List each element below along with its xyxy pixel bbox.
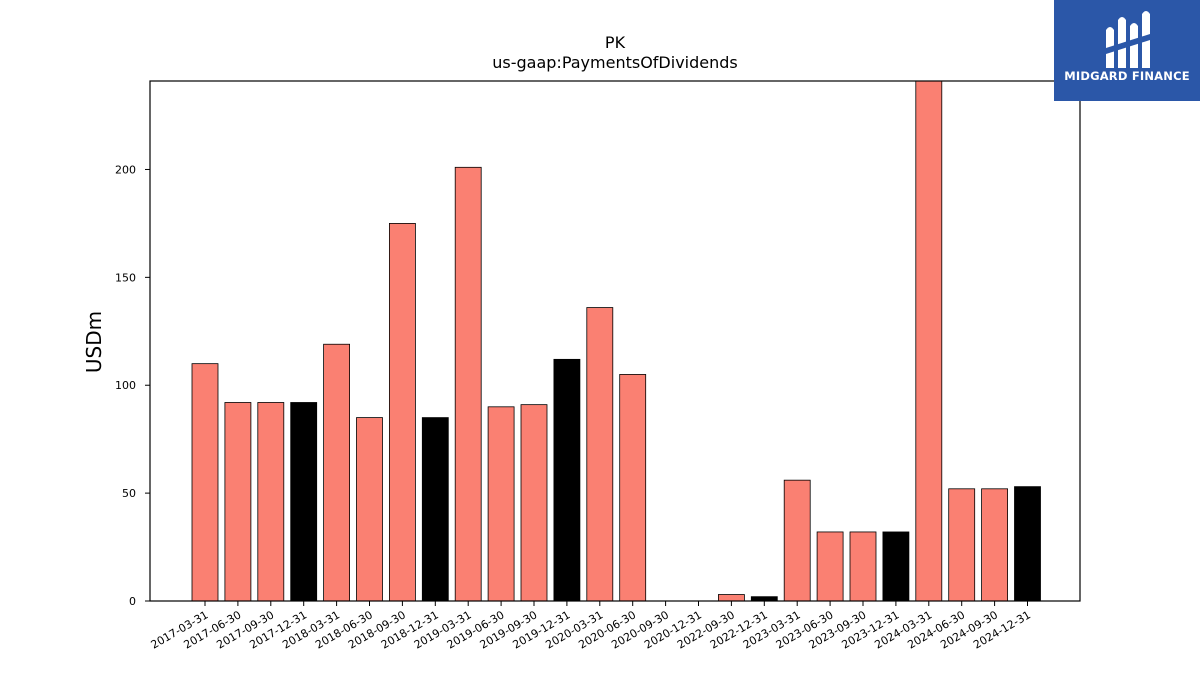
bar-2024-06-30	[948, 488, 976, 602]
y-tick-label: 50	[122, 487, 136, 500]
bar-2020-06-30	[619, 374, 647, 602]
bar-2023-06-30	[816, 531, 844, 602]
bar-2023-12-31	[882, 531, 910, 602]
bar-2018-06-30	[356, 417, 383, 602]
y-tick-label: 100	[115, 379, 136, 392]
bar-2020-03-31	[586, 307, 614, 602]
bar-2017-09-30	[257, 402, 285, 602]
bar-2017-12-31	[290, 402, 318, 602]
bar-2024-09-30	[981, 488, 1008, 602]
chart-title: PK	[605, 33, 626, 52]
bar-2019-12-31	[553, 358, 581, 602]
y-axis-label: USDm	[82, 311, 106, 373]
bar-2019-09-30	[520, 404, 548, 602]
y-tick-label: 0	[129, 595, 136, 608]
chart-subtitle: us-gaap:PaymentsOfDividends	[492, 53, 737, 72]
brand-logo: MIDGARD FINANCE	[1054, 0, 1200, 101]
bar-2024-03-31	[915, 80, 943, 602]
bar-2022-09-30	[718, 594, 745, 602]
plot-area: 0501001502002017-03-312017-06-302017-09-…	[115, 80, 1081, 652]
bar-2018-12-31	[421, 417, 449, 602]
logo-mark-icon	[1106, 11, 1150, 68]
bar-2017-06-30	[224, 402, 252, 602]
bar-2019-03-31	[454, 166, 482, 602]
bar-2018-09-30	[388, 223, 416, 602]
bar-2023-03-31	[783, 479, 811, 602]
bar-2018-03-31	[323, 343, 351, 602]
y-tick-label: 150	[115, 271, 136, 284]
bar-2023-09-30	[849, 531, 877, 602]
y-tick-label: 200	[115, 163, 136, 176]
brand-name: MIDGARD FINANCE	[1064, 69, 1190, 83]
bar-2024-12-31	[1014, 486, 1041, 602]
bar-2019-06-30	[487, 406, 515, 602]
bar-2017-03-31	[191, 363, 219, 602]
plot-frame	[149, 80, 1081, 602]
bar-2022-12-31	[750, 596, 778, 602]
